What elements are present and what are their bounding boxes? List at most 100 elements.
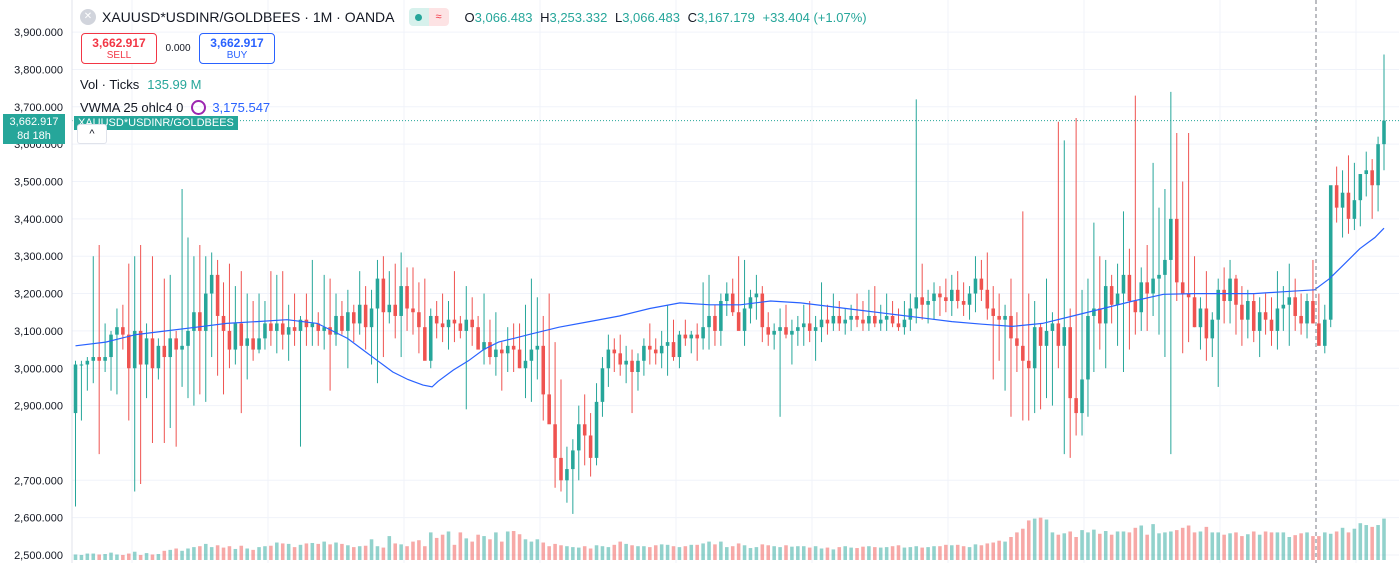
candle-body (730, 293, 735, 313)
candle-body (961, 301, 966, 305)
volume-bar (559, 545, 563, 560)
candle-body (630, 360, 634, 372)
volume-bar (884, 547, 889, 560)
volume-bar (1275, 532, 1280, 560)
volume-bar (452, 544, 457, 560)
candle-body (286, 327, 291, 335)
candle-body (352, 312, 356, 324)
candle-body (1074, 398, 1078, 414)
candle-body (606, 349, 611, 369)
volume-bar (1009, 537, 1013, 560)
candle-body (91, 357, 96, 361)
volume-bar (571, 547, 575, 560)
volume-bar (79, 554, 84, 560)
candle-body (369, 308, 374, 328)
symbol-title[interactable]: XAUUSD*USDINR/GOLDBEES · 1M · OANDA (102, 9, 395, 25)
volume-bar (1251, 531, 1256, 560)
volume-bar (1086, 532, 1090, 560)
vwma-legend[interactable]: VWMA 25 ohlc4 0 3,175.547 (80, 98, 270, 116)
change-value: +33.404 (+1.07%) (762, 9, 867, 25)
volume-bar (316, 543, 321, 560)
volume-bar (890, 546, 895, 560)
volume-bar (1263, 531, 1268, 560)
volume-bar (819, 548, 824, 560)
candle-body (411, 308, 415, 313)
volume-bar (1334, 531, 1339, 560)
candle-body (1192, 297, 1197, 328)
y-axis: 3,900.0003,800.0003,700.0003,600.0003,50… (14, 27, 63, 562)
candle-body (1026, 360, 1031, 369)
candle-body (121, 327, 125, 335)
candle-body (689, 334, 694, 339)
volume-bar (1163, 532, 1167, 560)
candle-body (150, 338, 155, 369)
x-circle-icon[interactable]: ✕ (80, 9, 96, 25)
candle-body (1015, 338, 1019, 346)
candle-body (1157, 274, 1161, 279)
volume-bar (849, 547, 853, 560)
candle-body (659, 345, 664, 354)
volume-bar (494, 532, 498, 560)
candle-body (932, 293, 936, 302)
volume-bar (1311, 536, 1315, 560)
volume-bar (843, 546, 847, 560)
volume-bar (1044, 519, 1049, 560)
volume-bar (719, 541, 723, 560)
candle-body (203, 293, 208, 331)
candle-body (1021, 345, 1025, 361)
volume-bar (286, 543, 291, 560)
volume-bar (198, 546, 202, 560)
volume-bar (85, 553, 90, 560)
candle-body (991, 308, 996, 316)
volume-bar (1198, 531, 1203, 560)
candle-body (1151, 278, 1155, 294)
volume-legend[interactable]: Vol · Ticks 135.99 M (80, 75, 201, 93)
volume-bar (275, 542, 279, 560)
candle-body (707, 315, 711, 328)
candle-body (819, 319, 824, 328)
candle-body (1323, 319, 1327, 346)
candle-body (1346, 192, 1351, 219)
candle-body (263, 323, 267, 339)
vwma-line (75, 227, 1385, 388)
candle-body (748, 297, 753, 309)
candle-body (417, 312, 421, 328)
volume-bar (618, 541, 622, 560)
volume-bar (1032, 518, 1037, 560)
candle-body (1044, 330, 1049, 346)
volume-bar (1169, 531, 1173, 560)
volume-bar (352, 547, 356, 560)
candle-body (387, 304, 392, 313)
candle-body (79, 364, 84, 366)
candle-body (138, 330, 143, 365)
y-tick-label: 3,000.000 (14, 363, 63, 375)
candle-body (1293, 297, 1297, 316)
candle-body (363, 304, 368, 328)
volume-bar (1050, 532, 1055, 560)
candle-body (476, 327, 480, 350)
volume-bar (938, 546, 942, 560)
candle-body (1240, 304, 1244, 320)
volume-bar (476, 534, 480, 560)
candle-body (1133, 301, 1138, 313)
buy-button[interactable]: 3,662.917 BUY (199, 33, 275, 64)
loading-icon (191, 99, 207, 115)
volume-bar (1328, 533, 1333, 560)
candle-body (944, 297, 948, 302)
candle-body (1299, 315, 1303, 324)
volume-bar (375, 546, 380, 560)
volume-bar (1127, 532, 1132, 560)
candle-body (594, 401, 599, 458)
volume-bar (156, 554, 161, 560)
candle-body (636, 360, 640, 372)
volume-bar (1234, 532, 1238, 560)
candle-body (1246, 301, 1250, 320)
volume-bar (464, 538, 469, 560)
vwma-value: 3,175.547 (212, 99, 271, 115)
collapse-legend-button[interactable]: ^ (77, 124, 107, 144)
volume-bar (115, 554, 119, 560)
bar-countdown: 8d 18h (17, 130, 51, 142)
sell-button[interactable]: 3,662.917 SELL (81, 33, 157, 64)
y-tick-label: 3,700.000 (14, 102, 63, 114)
